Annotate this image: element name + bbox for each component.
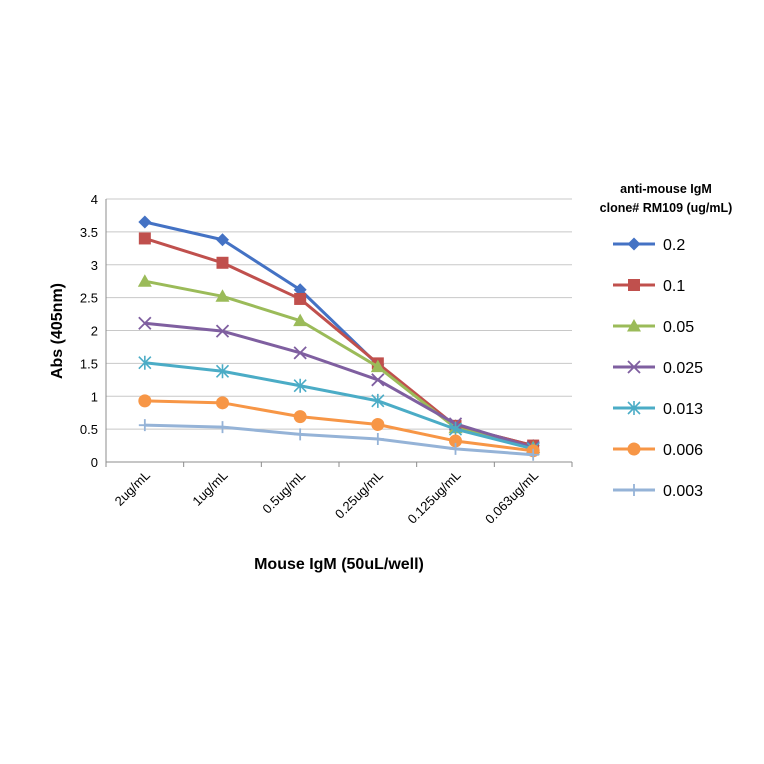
data-point: [138, 215, 152, 229]
data-point: [448, 422, 463, 437]
legend-item-0.006: 0.006: [613, 442, 703, 459]
series-line: [144, 361, 534, 451]
y-tick-label: 2.5: [80, 291, 98, 306]
series-0.2: [138, 215, 540, 453]
legend-label: 0.003: [663, 483, 703, 500]
legend-marker: [627, 319, 641, 332]
x-axis-title: Mouse IgM (50uL/well): [254, 556, 424, 573]
data-point: [449, 442, 462, 455]
data-point: [293, 410, 307, 424]
legend-marker: [627, 401, 641, 415]
y-tick-label: 3: [91, 258, 98, 273]
data-point: [215, 364, 230, 379]
legend-item-0.1: 0.1: [613, 278, 685, 295]
series-line: [144, 399, 534, 453]
x-tick-label: 0.25ug/mL: [332, 468, 386, 522]
y-axis-title: Abs (405nm): [49, 283, 66, 379]
data-point: [216, 421, 229, 434]
legend-item-0.003: 0.003: [613, 483, 703, 500]
y-tick-label: 0.5: [80, 422, 98, 437]
axes: [105, 199, 573, 467]
series-line: [144, 321, 534, 449]
data-point: [294, 292, 307, 305]
series-0.013: [138, 355, 540, 456]
data-point: [138, 355, 152, 370]
y-tick-labels: 0 0.5 1 1.5 2 2.5 3 3.5 4: [80, 192, 98, 470]
legend-marker: [627, 442, 641, 456]
series-line: [144, 279, 534, 449]
series-line: [144, 423, 534, 457]
data-point: [371, 373, 385, 387]
y-tick-label: 2: [91, 324, 98, 339]
data-point: [371, 418, 385, 432]
data-point: [527, 448, 540, 461]
data-point: [293, 378, 307, 393]
legend-label: 0.05: [663, 319, 694, 336]
data-point: [138, 316, 152, 330]
legend-label: 0.013: [663, 401, 703, 418]
y-tick-label: 1: [91, 389, 98, 404]
data-point: [371, 393, 385, 408]
data-point: [215, 289, 230, 302]
legend-item-0.05: 0.05: [613, 319, 694, 336]
data-point: [216, 256, 229, 269]
data-point: [294, 428, 307, 441]
data-point: [215, 324, 230, 338]
data-point: [138, 394, 152, 408]
legend-label: 0.006: [663, 442, 703, 459]
data-point: [371, 432, 384, 445]
data-point: [293, 313, 308, 327]
legend: anti-mouse IgM clone# RM109 (ug/mL) 0.20…: [600, 182, 733, 500]
y-tick-label: 1.5: [80, 356, 98, 371]
series-group: [137, 215, 541, 461]
legend-marker: [628, 484, 640, 496]
data-point: [216, 396, 229, 410]
legend-marker: [627, 237, 641, 251]
legend-title-line-1: anti-mouse IgM: [620, 182, 712, 196]
data-point: [137, 274, 152, 287]
legend-label: 0.025: [663, 360, 703, 377]
legend-label: 0.1: [663, 278, 685, 295]
series-0.003: [138, 419, 540, 461]
x-tick-labels: 2ug/mL 1ug/mL 0.5ug/mL 0.25ug/mL 0.125ug/mL 0…: [112, 468, 542, 527]
series-0.006: [138, 394, 540, 458]
data-point: [138, 419, 151, 432]
data-point: [370, 359, 385, 373]
x-tick-label: 0.125ug/mL: [404, 468, 463, 527]
y-tick-label: 3.5: [80, 225, 98, 240]
x-tick-label: 0.5ug/mL: [259, 468, 308, 517]
legend-item-0.013: 0.013: [613, 401, 703, 418]
legend-item-0.2: 0.2: [613, 237, 685, 254]
legend-entries: 0.2 0.1 0.05 0.025 0.013 0.006 0.003: [613, 237, 703, 500]
data-point: [216, 233, 229, 247]
x-tick-label: 1ug/mL: [189, 468, 230, 509]
data-point: [138, 232, 151, 245]
legend-item-0.025: 0.025: [613, 360, 703, 377]
legend-marker: [628, 279, 640, 291]
legend-label: 0.2: [663, 237, 685, 254]
x-tick-label: 0.063ug/mL: [482, 468, 541, 527]
legend-title-line-2: clone# RM109 (ug/mL): [600, 201, 733, 215]
y-tick-label: 4: [91, 192, 98, 207]
legend-marker: [627, 360, 641, 374]
x-tick-label: 2ug/mL: [112, 468, 153, 509]
data-point: [293, 346, 307, 360]
y-tick-label: 0: [91, 455, 98, 470]
data-point: [449, 434, 462, 448]
